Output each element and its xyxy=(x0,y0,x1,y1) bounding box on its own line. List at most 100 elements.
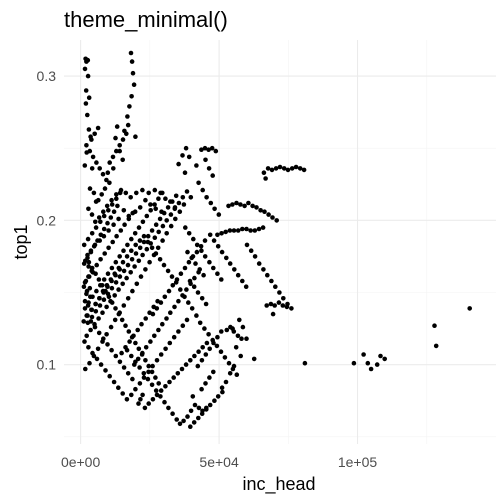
data-point xyxy=(204,195,209,200)
data-point xyxy=(214,149,219,154)
data-point xyxy=(99,362,104,367)
data-point xyxy=(195,243,200,248)
data-point xyxy=(178,209,183,214)
data-point xyxy=(136,401,141,406)
data-points xyxy=(81,51,472,429)
data-point xyxy=(115,124,120,129)
data-point xyxy=(89,137,94,142)
data-point xyxy=(225,328,230,333)
data-point xyxy=(159,388,164,393)
data-point xyxy=(104,178,109,183)
data-point xyxy=(109,279,114,284)
data-point xyxy=(88,186,93,191)
data-point xyxy=(113,136,118,141)
data-point xyxy=(174,194,179,199)
x-tick-label: 0e+00 xyxy=(61,454,101,470)
data-point xyxy=(94,160,99,165)
data-point xyxy=(232,228,237,233)
data-point xyxy=(129,51,134,56)
data-point xyxy=(121,137,126,142)
data-point xyxy=(89,319,94,324)
data-point xyxy=(98,220,103,225)
data-point xyxy=(105,342,110,347)
data-point xyxy=(172,335,177,340)
data-point xyxy=(230,202,235,207)
data-point xyxy=(113,318,118,323)
data-point xyxy=(183,170,188,175)
data-point xyxy=(168,310,173,315)
data-point xyxy=(188,279,193,284)
data-point xyxy=(150,228,155,233)
data-point xyxy=(204,407,209,412)
data-point xyxy=(103,289,108,294)
data-point xyxy=(200,188,205,193)
data-point xyxy=(140,393,145,398)
data-point xyxy=(232,364,237,369)
data-point xyxy=(115,204,120,209)
data-point xyxy=(219,349,224,354)
data-point xyxy=(102,277,107,282)
data-point xyxy=(143,267,148,272)
data-point xyxy=(142,240,147,245)
data-point xyxy=(161,224,166,229)
data-point xyxy=(216,394,221,399)
data-point xyxy=(126,371,131,376)
data-point xyxy=(163,384,168,389)
data-point xyxy=(215,233,220,238)
data-point xyxy=(244,284,249,289)
data-point xyxy=(220,390,225,395)
data-point xyxy=(146,377,151,382)
data-point xyxy=(129,393,134,398)
data-point xyxy=(116,217,121,222)
data-point xyxy=(138,381,143,386)
data-point xyxy=(101,172,106,177)
data-point xyxy=(182,202,187,207)
data-point xyxy=(148,241,153,246)
data-point xyxy=(114,260,119,265)
data-point xyxy=(206,332,211,337)
data-point xyxy=(99,233,104,238)
data-point xyxy=(89,308,94,313)
data-point xyxy=(142,371,147,376)
data-point xyxy=(84,88,89,93)
data-point xyxy=(82,261,87,266)
data-point xyxy=(107,295,112,300)
data-point xyxy=(129,237,134,242)
x-axis-title: inc_head xyxy=(242,474,315,495)
data-point xyxy=(193,261,198,266)
data-point xyxy=(432,323,437,328)
data-point xyxy=(99,192,104,197)
data-point xyxy=(244,227,249,232)
data-point xyxy=(263,176,268,181)
data-point xyxy=(101,209,106,214)
data-point xyxy=(140,352,145,357)
data-point xyxy=(152,253,157,258)
data-point xyxy=(147,310,152,315)
data-point xyxy=(160,238,165,243)
data-point xyxy=(203,381,208,386)
data-point xyxy=(180,153,185,158)
data-point xyxy=(120,391,125,396)
data-point xyxy=(219,277,224,282)
data-point xyxy=(86,345,91,350)
data-point xyxy=(111,166,116,171)
data-point xyxy=(286,168,291,173)
data-point xyxy=(274,218,279,223)
data-point xyxy=(83,367,88,372)
data-point xyxy=(142,234,147,239)
data-point xyxy=(224,380,229,385)
data-point xyxy=(145,247,150,252)
data-point xyxy=(139,274,144,279)
x-axis-ticks: 0e+00 5e+04 1e+05 xyxy=(61,454,377,470)
data-point xyxy=(147,260,152,265)
data-point xyxy=(86,274,91,279)
data-point xyxy=(137,259,142,264)
data-point xyxy=(143,358,148,363)
data-point xyxy=(127,339,132,344)
data-point xyxy=(150,370,155,375)
data-point xyxy=(88,328,93,333)
data-point xyxy=(178,422,183,427)
data-point xyxy=(84,313,89,318)
data-point xyxy=(191,237,196,242)
